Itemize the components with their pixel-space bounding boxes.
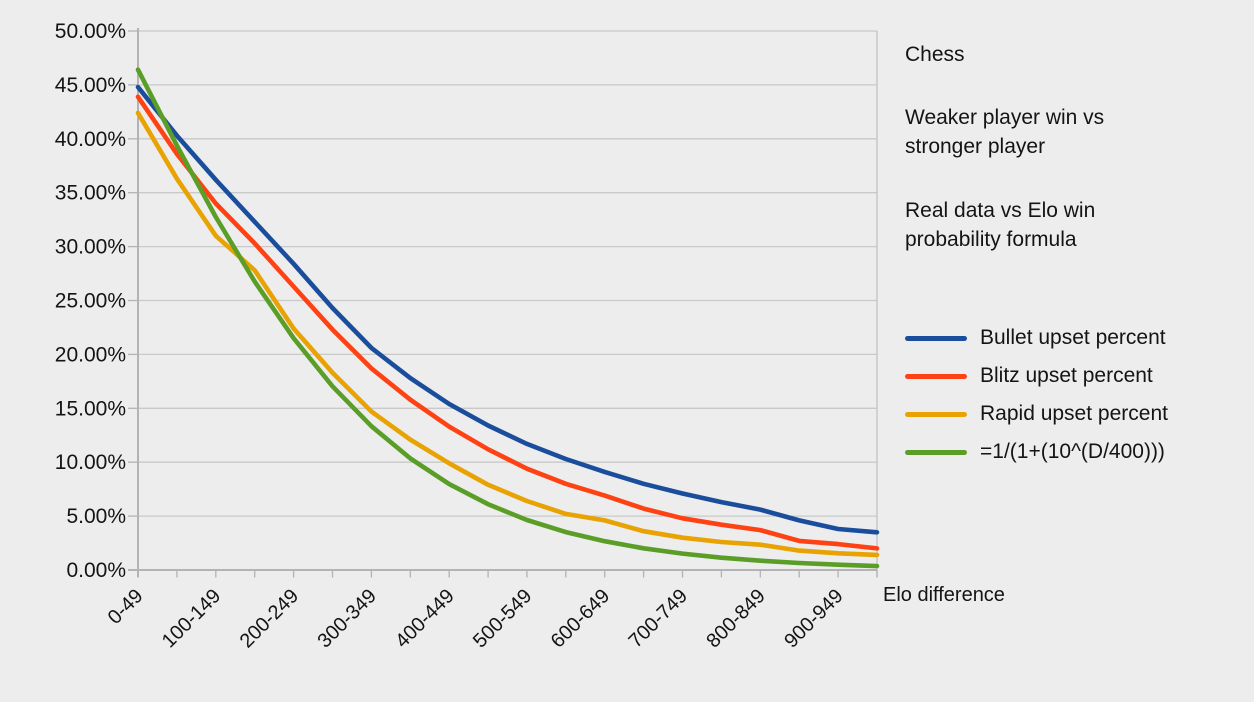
- legend-swatch-icon: [905, 335, 967, 341]
- y-tick-label: 20.00%: [55, 343, 126, 366]
- x-tick-label: 500-549: [469, 585, 536, 652]
- legend-label: Blitz upset percent: [980, 364, 1153, 387]
- y-tick-label: 45.00%: [55, 74, 126, 97]
- x-tick-label: 700-749: [625, 585, 692, 652]
- legend-label: =1/(1+(10^(D/400))): [980, 440, 1165, 463]
- x-tick-label: 400-449: [391, 585, 458, 652]
- x-tick-label: 600-649: [547, 585, 614, 652]
- x-axis-title: Elo difference: [883, 584, 1005, 606]
- x-tick-label: 200-249: [236, 585, 303, 652]
- legend-swatch-icon: [905, 411, 967, 417]
- y-tick-label: 25.00%: [55, 290, 126, 313]
- legend-item-0: Bullet upset percent: [905, 319, 1168, 357]
- chart-subtitle: Weaker player win vs stronger player: [905, 106, 1105, 158]
- x-tick-label: 800-849: [702, 585, 769, 652]
- chart-note: Real data vs Elo win probability formula: [905, 199, 1096, 251]
- legend-label: Bullet upset percent: [980, 326, 1166, 349]
- x-tick-label: 900-949: [780, 585, 847, 652]
- series-line-1: [135, 94, 880, 551]
- y-tick-label: 35.00%: [55, 182, 126, 205]
- x-tick-label: 300-349: [313, 585, 380, 652]
- series-line-3: [135, 67, 880, 569]
- legend-label: Rapid upset percent: [980, 402, 1168, 425]
- legend-item-2: Rapid upset percent: [905, 395, 1168, 433]
- legend-swatch-icon: [905, 449, 967, 455]
- y-tick-label: 5.00%: [66, 505, 126, 528]
- legend-item-1: Blitz upset percent: [905, 357, 1168, 395]
- x-tick-label: 0-49: [104, 585, 148, 629]
- y-tick-label: 0.00%: [66, 559, 126, 582]
- chart-title: Chess: [905, 43, 965, 66]
- y-tick-label: 30.00%: [55, 236, 126, 259]
- y-tick-label: 40.00%: [55, 128, 126, 151]
- y-tick-label: 10.00%: [55, 451, 126, 474]
- y-tick-label: 50.00%: [55, 20, 126, 43]
- y-tick-label: 15.00%: [55, 397, 126, 420]
- x-tick-label: 100-149: [158, 585, 225, 652]
- legend-item-3: =1/(1+(10^(D/400))): [905, 433, 1168, 471]
- legend-swatch-icon: [905, 373, 967, 379]
- series-line-0: [135, 84, 880, 535]
- chart-legend: Bullet upset percent Blitz upset percent R…: [905, 319, 1168, 471]
- series-line-2: [135, 110, 880, 558]
